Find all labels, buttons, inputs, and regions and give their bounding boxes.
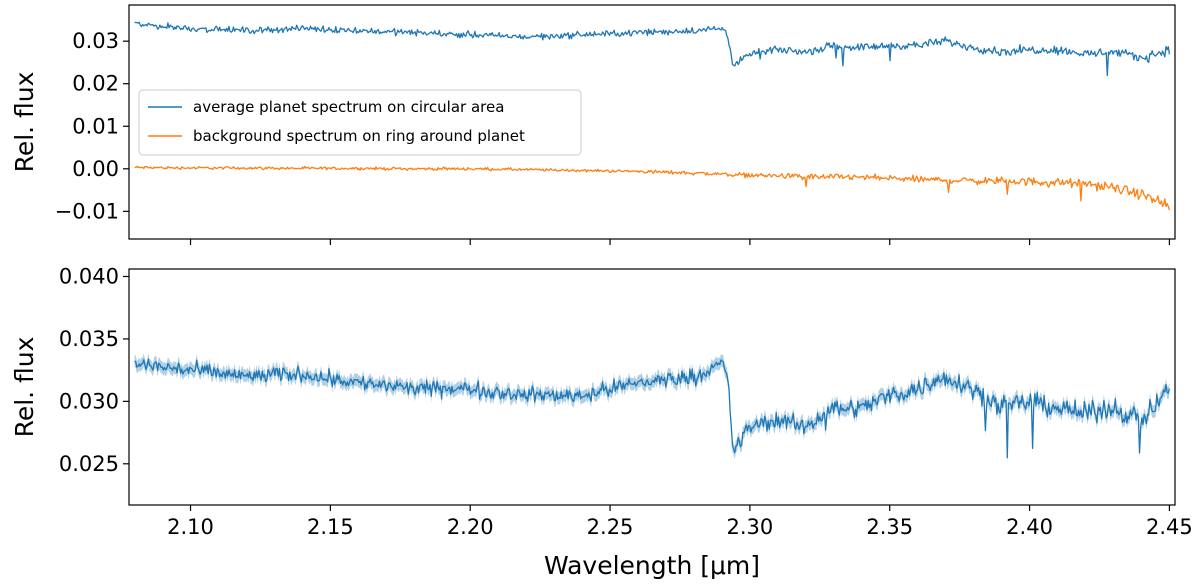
top-ylabel: Rel. flux: [10, 72, 39, 173]
bottom-axes-frame: [128, 268, 1176, 506]
top-axes-frame: [128, 4, 1176, 240]
bottom-ylabel: Rel. flux: [10, 337, 39, 438]
x-tick-label: 2.30: [727, 515, 774, 539]
y-tick-label: 0.03: [72, 29, 119, 53]
y-tick-label: −0.01: [55, 199, 119, 223]
y-tick-label: 0.00: [72, 157, 119, 181]
bottom-x-ticks: 2.10 2.15 2.20 2.25 2.30 2.35 2.40 2.45: [167, 505, 1193, 539]
bottom-panel: 0.025 0.030 0.035 0.040 2.10 2.15 2.20 2.25 2.3…: [10, 264, 1193, 580]
background-spectrum-line: [134, 165, 1171, 211]
top-y-ticks: −0.01 0.00 0.01 0.02 0.03: [55, 29, 129, 223]
y-tick-label: 0.025: [59, 452, 119, 476]
y-tick-label: 0.040: [59, 264, 119, 288]
y-tick-label: 0.035: [59, 327, 119, 351]
top-panel: −0.01 0.00 0.01 0.02 0.03 Rel. flux average …: [10, 4, 1176, 245]
x-tick-label: 2.35: [866, 515, 913, 539]
bottom-xlabel: Wavelength [μm]: [544, 551, 760, 580]
x-tick-label: 2.20: [447, 515, 494, 539]
planet-spectrum-zoom-line: [134, 358, 1171, 459]
bottom-plot-area: [134, 353, 1171, 464]
x-tick-label: 2.45: [1146, 515, 1193, 539]
legend: average planet spectrum on circular area…: [138, 89, 582, 156]
bottom-y-ticks: 0.025 0.030 0.035 0.040: [59, 264, 129, 476]
y-tick-label: 0.02: [72, 72, 119, 96]
legend-label-planet: average planet spectrum on circular area: [193, 98, 504, 116]
planet-spectrum-line: [134, 21, 1171, 77]
planet-spectrum-zoom-error-band: [134, 353, 1170, 464]
y-tick-label: 0.01: [72, 114, 119, 138]
x-tick-label: 2.15: [307, 515, 354, 539]
y-tick-label: 0.030: [59, 389, 119, 413]
top-x-ticks: [189, 239, 1171, 245]
x-tick-label: 2.25: [587, 515, 634, 539]
x-tick-label: 2.40: [1006, 515, 1053, 539]
legend-box: [138, 89, 582, 156]
x-tick-label: 2.10: [167, 515, 214, 539]
legend-label-background: background spectrum on ring around plane…: [193, 127, 525, 145]
top-plot-area: [134, 21, 1171, 211]
